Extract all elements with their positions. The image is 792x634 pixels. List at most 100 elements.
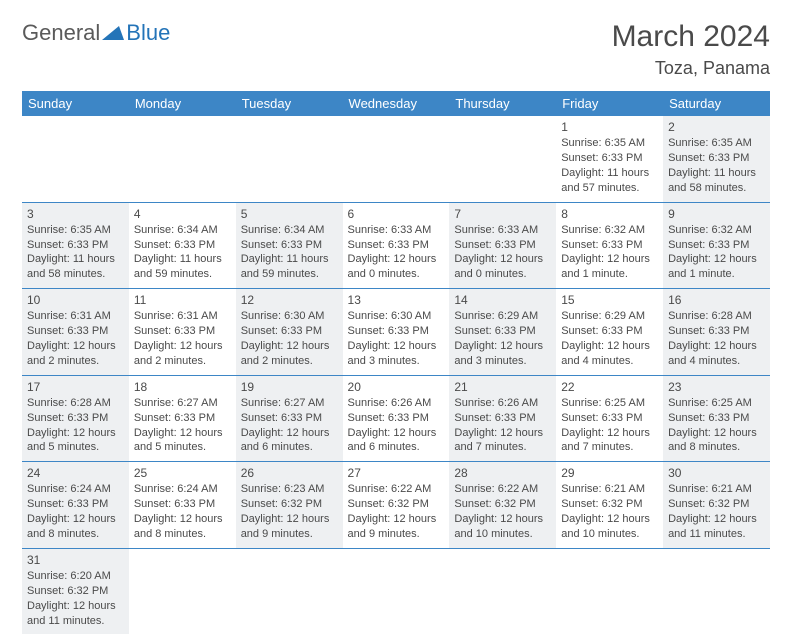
week-row: 3Sunrise: 6:35 AMSunset: 6:33 PMDaylight… (22, 202, 770, 289)
day-cell (236, 548, 343, 634)
daylight-text: Daylight: 12 hours and 10 minutes. (561, 512, 658, 542)
daylight-text: Daylight: 11 hours and 59 minutes. (241, 252, 338, 282)
sunset-text: Sunset: 6:33 PM (27, 238, 124, 253)
sunset-text: Sunset: 6:33 PM (241, 411, 338, 426)
location-label: Toza, Panama (612, 58, 770, 79)
day-number: 2 (668, 119, 765, 135)
day-number: 6 (348, 206, 445, 222)
day-cell (556, 548, 663, 634)
day-number: 20 (348, 379, 445, 395)
header: General Blue March 2024 Toza, Panama (22, 20, 770, 79)
calendar-table: Sunday Monday Tuesday Wednesday Thursday… (22, 91, 770, 634)
sunset-text: Sunset: 6:33 PM (668, 411, 765, 426)
sunrise-text: Sunrise: 6:20 AM (27, 569, 124, 584)
day-number: 16 (668, 292, 765, 308)
week-row: 17Sunrise: 6:28 AMSunset: 6:33 PMDayligh… (22, 375, 770, 462)
day-number: 19 (241, 379, 338, 395)
day-cell: 31Sunrise: 6:20 AMSunset: 6:32 PMDayligh… (22, 548, 129, 634)
sunrise-text: Sunrise: 6:34 AM (241, 223, 338, 238)
col-saturday: Saturday (663, 91, 770, 116)
day-number: 14 (454, 292, 551, 308)
sunset-text: Sunset: 6:33 PM (454, 324, 551, 339)
day-cell: 12Sunrise: 6:30 AMSunset: 6:33 PMDayligh… (236, 289, 343, 376)
sunrise-text: Sunrise: 6:29 AM (561, 309, 658, 324)
day-number: 15 (561, 292, 658, 308)
day-cell: 30Sunrise: 6:21 AMSunset: 6:32 PMDayligh… (663, 462, 770, 549)
sunrise-text: Sunrise: 6:34 AM (134, 223, 231, 238)
sunset-text: Sunset: 6:33 PM (561, 411, 658, 426)
week-row: 10Sunrise: 6:31 AMSunset: 6:33 PMDayligh… (22, 289, 770, 376)
sunrise-text: Sunrise: 6:27 AM (134, 396, 231, 411)
daylight-text: Daylight: 12 hours and 5 minutes. (27, 426, 124, 456)
daylight-text: Daylight: 12 hours and 8 minutes. (668, 426, 765, 456)
sunset-text: Sunset: 6:33 PM (348, 238, 445, 253)
day-cell: 4Sunrise: 6:34 AMSunset: 6:33 PMDaylight… (129, 202, 236, 289)
sunrise-text: Sunrise: 6:22 AM (454, 482, 551, 497)
sunrise-text: Sunrise: 6:29 AM (454, 309, 551, 324)
daylight-text: Daylight: 12 hours and 0 minutes. (348, 252, 445, 282)
day-cell: 17Sunrise: 6:28 AMSunset: 6:33 PMDayligh… (22, 375, 129, 462)
day-cell: 20Sunrise: 6:26 AMSunset: 6:33 PMDayligh… (343, 375, 450, 462)
daylight-text: Daylight: 12 hours and 10 minutes. (454, 512, 551, 542)
sunset-text: Sunset: 6:32 PM (454, 497, 551, 512)
daylight-text: Daylight: 11 hours and 59 minutes. (134, 252, 231, 282)
day-cell: 24Sunrise: 6:24 AMSunset: 6:33 PMDayligh… (22, 462, 129, 549)
sunset-text: Sunset: 6:32 PM (668, 497, 765, 512)
daylight-text: Daylight: 12 hours and 5 minutes. (134, 426, 231, 456)
sunset-text: Sunset: 6:33 PM (561, 238, 658, 253)
day-cell: 21Sunrise: 6:26 AMSunset: 6:33 PMDayligh… (449, 375, 556, 462)
day-number: 29 (561, 465, 658, 481)
daylight-text: Daylight: 12 hours and 4 minutes. (561, 339, 658, 369)
day-number: 13 (348, 292, 445, 308)
daylight-text: Daylight: 12 hours and 2 minutes. (134, 339, 231, 369)
sunrise-text: Sunrise: 6:30 AM (348, 309, 445, 324)
day-number: 17 (27, 379, 124, 395)
day-number: 25 (134, 465, 231, 481)
sunrise-text: Sunrise: 6:25 AM (668, 396, 765, 411)
day-cell: 13Sunrise: 6:30 AMSunset: 6:33 PMDayligh… (343, 289, 450, 376)
daylight-text: Daylight: 12 hours and 3 minutes. (454, 339, 551, 369)
sunset-text: Sunset: 6:33 PM (454, 411, 551, 426)
day-number: 3 (27, 206, 124, 222)
daylight-text: Daylight: 12 hours and 7 minutes. (561, 426, 658, 456)
daylight-text: Daylight: 12 hours and 1 minute. (561, 252, 658, 282)
day-number: 27 (348, 465, 445, 481)
day-cell: 9Sunrise: 6:32 AMSunset: 6:33 PMDaylight… (663, 202, 770, 289)
day-cell (22, 116, 129, 202)
sunrise-text: Sunrise: 6:28 AM (27, 396, 124, 411)
sunset-text: Sunset: 6:33 PM (348, 411, 445, 426)
header-row: Sunday Monday Tuesday Wednesday Thursday… (22, 91, 770, 116)
sunrise-text: Sunrise: 6:32 AM (668, 223, 765, 238)
sunrise-text: Sunrise: 6:25 AM (561, 396, 658, 411)
day-number: 23 (668, 379, 765, 395)
sunrise-text: Sunrise: 6:31 AM (27, 309, 124, 324)
sunset-text: Sunset: 6:33 PM (134, 324, 231, 339)
logo: General Blue (22, 20, 170, 46)
sunset-text: Sunset: 6:32 PM (348, 497, 445, 512)
daylight-text: Daylight: 11 hours and 58 minutes. (668, 166, 765, 196)
day-cell: 6Sunrise: 6:33 AMSunset: 6:33 PMDaylight… (343, 202, 450, 289)
sunrise-text: Sunrise: 6:35 AM (668, 136, 765, 151)
daylight-text: Daylight: 12 hours and 4 minutes. (668, 339, 765, 369)
sunset-text: Sunset: 6:33 PM (134, 411, 231, 426)
sunrise-text: Sunrise: 6:26 AM (348, 396, 445, 411)
daylight-text: Daylight: 12 hours and 7 minutes. (454, 426, 551, 456)
sunset-text: Sunset: 6:33 PM (27, 497, 124, 512)
sunrise-text: Sunrise: 6:24 AM (134, 482, 231, 497)
day-cell: 29Sunrise: 6:21 AMSunset: 6:32 PMDayligh… (556, 462, 663, 549)
sunrise-text: Sunrise: 6:23 AM (241, 482, 338, 497)
sunset-text: Sunset: 6:33 PM (668, 238, 765, 253)
day-number: 26 (241, 465, 338, 481)
sunrise-text: Sunrise: 6:21 AM (561, 482, 658, 497)
daylight-text: Daylight: 11 hours and 57 minutes. (561, 166, 658, 196)
day-cell (129, 548, 236, 634)
daylight-text: Daylight: 12 hours and 6 minutes. (348, 426, 445, 456)
sunrise-text: Sunrise: 6:32 AM (561, 223, 658, 238)
logo-triangle-icon (102, 26, 124, 40)
day-cell: 18Sunrise: 6:27 AMSunset: 6:33 PMDayligh… (129, 375, 236, 462)
sunrise-text: Sunrise: 6:35 AM (561, 136, 658, 151)
logo-text-blue: Blue (126, 20, 170, 46)
daylight-text: Daylight: 12 hours and 8 minutes. (134, 512, 231, 542)
month-title: March 2024 (612, 20, 770, 54)
day-cell: 15Sunrise: 6:29 AMSunset: 6:33 PMDayligh… (556, 289, 663, 376)
